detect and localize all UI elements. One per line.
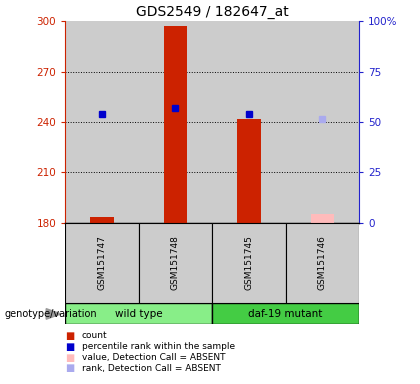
Bar (163, 26, 187, 223)
Text: count: count (82, 331, 108, 341)
FancyBboxPatch shape (212, 303, 359, 324)
Bar (139, 21, 212, 223)
Title: GDS2549 / 182647_at: GDS2549 / 182647_at (136, 5, 289, 19)
Text: ■: ■ (65, 331, 74, 341)
Text: GSM151748: GSM151748 (171, 236, 180, 290)
FancyBboxPatch shape (65, 223, 139, 303)
Bar (212, 21, 286, 223)
Bar (90, 217, 113, 223)
Text: daf-19 mutant: daf-19 mutant (248, 309, 323, 319)
Text: value, Detection Call = ABSENT: value, Detection Call = ABSENT (82, 353, 226, 362)
Bar (65, 21, 139, 223)
FancyBboxPatch shape (212, 223, 286, 303)
Text: wild type: wild type (115, 309, 163, 319)
FancyBboxPatch shape (65, 303, 212, 324)
Text: rank, Detection Call = ABSENT: rank, Detection Call = ABSENT (82, 364, 221, 373)
Text: ■: ■ (65, 353, 74, 362)
Text: GSM151746: GSM151746 (318, 236, 327, 290)
FancyBboxPatch shape (139, 223, 212, 303)
Text: GSM151747: GSM151747 (97, 236, 106, 290)
Text: ■: ■ (65, 363, 74, 373)
Text: genotype/variation: genotype/variation (4, 309, 97, 319)
Bar (237, 119, 260, 223)
Polygon shape (46, 309, 61, 319)
FancyBboxPatch shape (286, 223, 359, 303)
Bar (286, 21, 359, 223)
Text: GSM151745: GSM151745 (244, 236, 253, 290)
Text: ■: ■ (65, 342, 74, 352)
Bar (311, 214, 334, 223)
Text: percentile rank within the sample: percentile rank within the sample (82, 342, 235, 351)
